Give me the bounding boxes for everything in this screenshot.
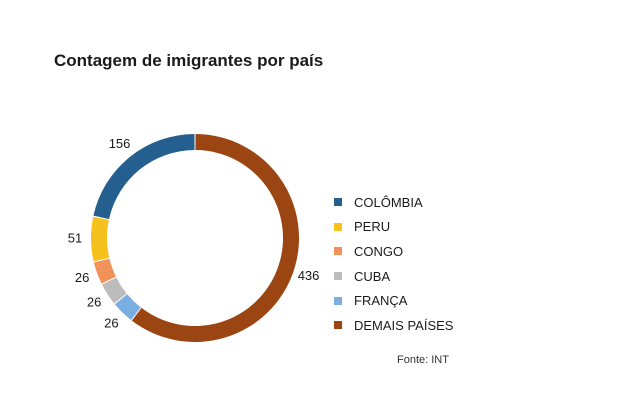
legend-label: CONGO: [354, 243, 404, 259]
chart-title: Contagem de imigrantes por país: [54, 51, 324, 70]
donut-slice-frança: [114, 294, 141, 320]
donut-slice-peru: [91, 216, 110, 262]
legend-label: COLÔMBIA: [354, 194, 423, 210]
legend-label: DEMAIS PAÍSES: [354, 317, 454, 333]
legend-swatch: [334, 222, 342, 231]
donut-slice-cuba: [102, 277, 127, 304]
donut-slice-demais-países: [131, 134, 299, 342]
source-note: Fonte: INT: [397, 354, 449, 366]
legend-item: FRANÇA: [334, 288, 453, 313]
legend-swatch: [334, 198, 342, 207]
data-label: 26: [87, 294, 101, 309]
legend-label: CUBA: [354, 268, 391, 284]
legend-label: PERU: [354, 219, 391, 235]
legend-swatch: [334, 321, 342, 330]
legend-item: PERU: [334, 215, 453, 240]
legend-swatch: [334, 247, 342, 256]
legend-item: DEMAIS PAÍSES: [334, 313, 453, 338]
legend-swatch: [334, 272, 342, 281]
legend-item: CONGO: [334, 239, 453, 264]
legend-item: CUBA: [334, 264, 453, 289]
donut-slice-congo: [93, 258, 116, 284]
legend-swatch: [334, 296, 342, 305]
data-label: 51: [68, 231, 82, 246]
legend-item: COLÔMBIA: [334, 190, 453, 215]
donut-slice-colômbia: [93, 134, 195, 220]
donut-slices: [91, 134, 299, 342]
chart-legend: COLÔMBIA PERU CONGO CUBA FRANÇA DEMAIS PAÍSES: [334, 190, 453, 338]
data-label: 436: [298, 268, 320, 283]
data-label: 156: [109, 136, 131, 151]
legend-label: FRANÇA: [354, 293, 408, 309]
data-label: 26: [104, 315, 118, 330]
data-label: 26: [75, 270, 89, 285]
